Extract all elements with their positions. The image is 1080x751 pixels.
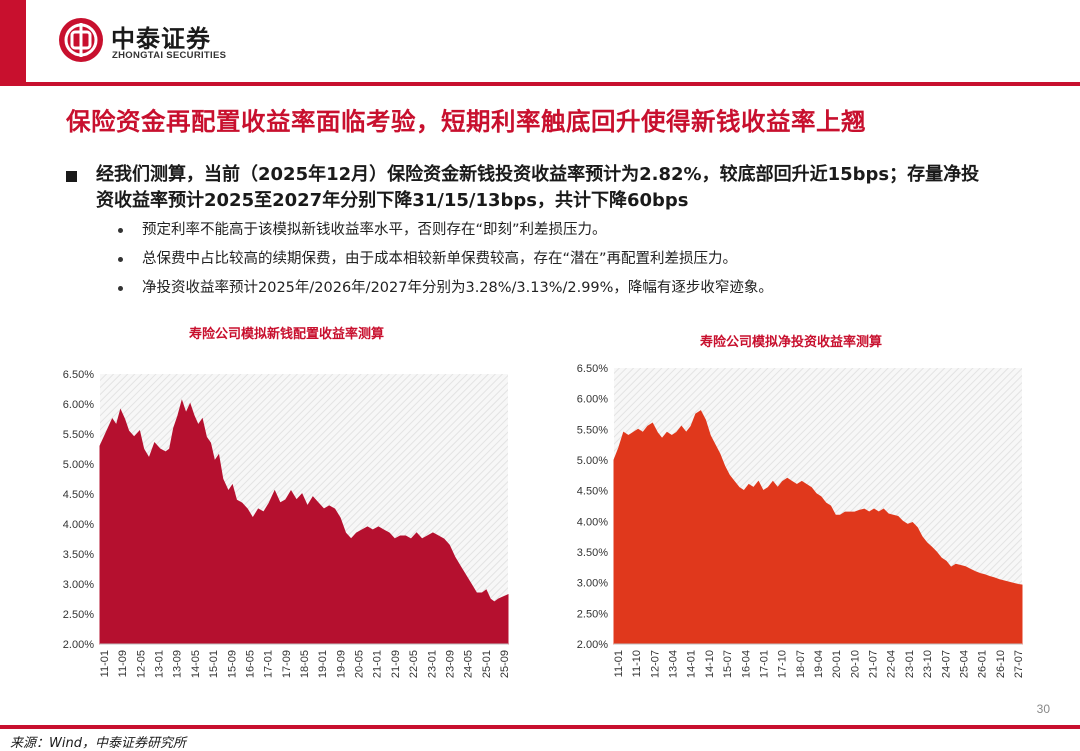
series-area	[99, 399, 509, 645]
x-tick-label: 21-01	[372, 650, 384, 678]
x-tick-label: 24-05	[463, 650, 475, 678]
y-tick-label: 6.50%	[577, 363, 608, 375]
header-accent-bar	[0, 0, 26, 86]
x-tick-label: 15-07	[722, 650, 734, 678]
x-tick-label: 23-10	[922, 650, 934, 678]
x-tick-label: 25-09	[499, 650, 511, 678]
x-tick-label: 11-10	[631, 650, 643, 677]
bullet-dot-icon	[118, 257, 123, 262]
x-tick-label: 15-01	[208, 650, 220, 678]
y-tick-label: 5.00%	[577, 455, 608, 467]
x-tick-label: 14-01	[686, 650, 698, 678]
x-tick-label: 14-05	[190, 650, 202, 678]
x-tick-label: 11-01	[99, 650, 111, 677]
y-tick-label: 5.00%	[63, 459, 94, 471]
y-tick-label: 6.00%	[577, 394, 608, 406]
main-bullet-icon	[66, 171, 77, 182]
x-tick-label: 26-10	[995, 650, 1007, 678]
x-tick-label: 18-07	[795, 650, 807, 678]
y-tick-label: 5.50%	[577, 424, 608, 436]
page-number: 30	[1036, 702, 1050, 716]
x-tick-label: 18-05	[299, 650, 311, 678]
x-tick-label: 17-10	[777, 650, 789, 678]
y-tick-label: 3.00%	[577, 578, 608, 590]
chart-net-investment-yield: 2.00% 2.50% 3.00% 3.50% 4.00% 4.50% 5.00% 5.50%…	[577, 363, 1025, 678]
x-tick-label: 11-01	[613, 650, 625, 677]
x-tick-label: 22-04	[886, 650, 898, 678]
company-logo-icon	[59, 18, 103, 62]
x-tick-label: 16-05	[244, 650, 256, 678]
x-tick-label: 16-04	[740, 650, 752, 678]
x-tick-label: 20-01	[831, 650, 843, 678]
y-tick-label: 4.50%	[63, 489, 94, 501]
y-tick-label: 4.50%	[577, 486, 608, 498]
y-tick-label: 6.50%	[63, 369, 94, 381]
x-tick-label: 13-04	[668, 650, 680, 678]
source-note: 来源：Wind，中泰证券研究所	[10, 736, 186, 751]
x-tick-label: 14-10	[704, 650, 716, 678]
x-tick-label: 21-09	[390, 650, 402, 678]
x-tick-label: 13-09	[172, 650, 184, 678]
y-tick-label: 2.00%	[577, 639, 608, 651]
x-tick-label: 11-09	[117, 650, 129, 677]
x-tick-label: 15-09	[226, 650, 238, 678]
sub-point-text: 总保费中占比较高的续期保费，由于成本相较新单保费较高，存在“潜在”再配置利差损压…	[142, 251, 738, 267]
header-divider	[26, 82, 1080, 86]
y-tick-label: 3.50%	[63, 549, 94, 561]
x-tick-label: 24-07	[940, 650, 952, 678]
chart-title-net-investment-yield: 寿险公司模拟净投资收益率测算	[700, 335, 883, 350]
x-tick-label: 21-07	[868, 650, 880, 678]
x-tick-label: 17-01	[758, 650, 770, 678]
x-tick-label: 19-01	[317, 650, 329, 678]
x-tick-label: 13-01	[154, 650, 166, 678]
x-tick-label: 19-04	[813, 650, 825, 678]
sub-point-item: 总保费中占比较高的续期保费，由于成本相较新单保费较高，存在“潜在”再配置利差损压…	[118, 245, 1018, 274]
bullet-dot-icon	[118, 228, 123, 233]
x-tick-label: 20-05	[354, 650, 366, 678]
x-tick-label: 22-05	[408, 650, 420, 678]
y-tick-label: 2.00%	[63, 639, 94, 651]
x-tick-label: 12-05	[135, 650, 147, 678]
x-tick-label: 23-09	[444, 650, 456, 678]
y-tick-label: 6.00%	[63, 399, 94, 411]
footer-divider	[0, 725, 1080, 729]
bullet-dot-icon	[118, 286, 123, 291]
x-tick-label: 27-07	[1013, 650, 1025, 678]
sub-point-list: 预定利率不能高于该模拟新钱收益率水平，否则存在“即刻”利差损压力。 总保费中占比…	[118, 216, 1018, 303]
x-tick-label: 20-10	[849, 650, 861, 678]
x-tick-label: 23-01	[904, 650, 916, 678]
x-tick-label: 25-01	[481, 650, 493, 678]
chart-title-new-money-yield: 寿险公司模拟新钱配置收益率测算	[189, 327, 385, 342]
sub-point-item: 净投资收益率预计2025年/2026年/2027年分别为3.28%/3.13%/…	[118, 274, 1018, 303]
y-tick-label: 2.50%	[63, 609, 94, 621]
y-tick-label: 3.50%	[577, 547, 608, 559]
y-tick-label: 4.00%	[577, 516, 608, 528]
sub-point-text: 净投资收益率预计2025年/2026年/2027年分别为3.28%/3.13%/…	[142, 280, 773, 296]
main-point: 经我们测算，当前（2025年12月）保险资金新钱投资收益率预计为2.82%，较底…	[96, 164, 980, 211]
x-tick-label: 19-09	[335, 650, 347, 678]
chart-new-money-yield: 2.00% 2.50% 3.00% 3.50% 4.00% 4.50% 5.00% 5.50%…	[63, 369, 511, 678]
x-tick-label: 12-07	[649, 650, 661, 678]
y-tick-label: 4.00%	[63, 519, 94, 531]
y-tick-label: 2.50%	[577, 608, 608, 620]
x-tick-label: 17-01	[263, 650, 275, 678]
page-title: 保险资金再配置收益率面临考验，短期利率触底回升使得新钱收益率上翘	[66, 107, 866, 136]
x-tick-label: 17-09	[281, 650, 293, 678]
series-area	[613, 410, 1023, 645]
sub-point-text: 预定利率不能高于该模拟新钱收益率水平，否则存在“即刻”利差损压力。	[142, 222, 607, 238]
sub-point-item: 预定利率不能高于该模拟新钱收益率水平，否则存在“即刻”利差损压力。	[118, 216, 1018, 245]
x-tick-label: 26-01	[977, 650, 989, 678]
y-tick-label: 3.00%	[63, 579, 94, 591]
y-tick-label: 5.50%	[63, 429, 94, 441]
company-name-en: ZHONGTAI SECURITIES	[112, 50, 227, 61]
x-tick-label: 23-01	[426, 650, 438, 678]
company-name-cn: 中泰证券	[111, 25, 211, 53]
x-tick-label: 25-04	[958, 650, 970, 678]
